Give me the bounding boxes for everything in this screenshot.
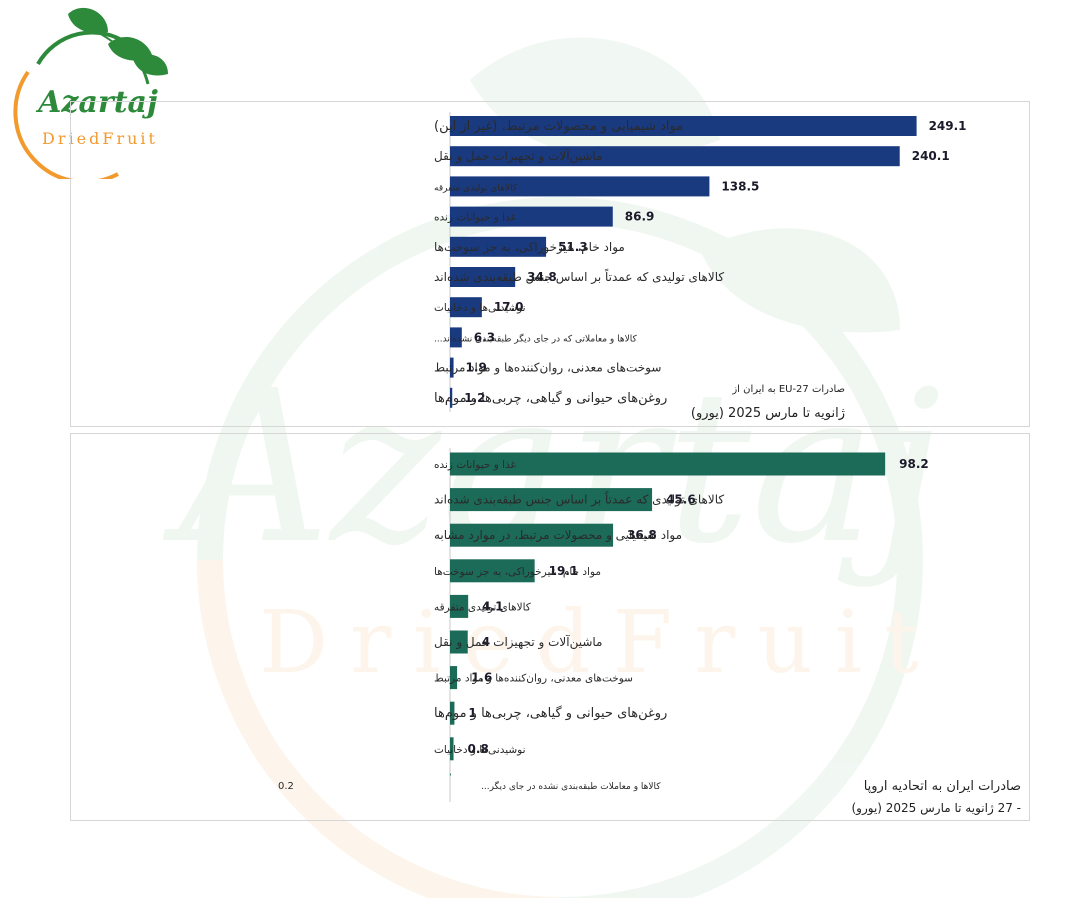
bar (450, 452, 886, 476)
bar-value-label: 98.2 (899, 457, 929, 471)
bar-value-label: 1.2 (464, 391, 485, 405)
bar (450, 206, 613, 227)
category-label: نوشیدنی‌ها و دخانیات (434, 744, 526, 756)
chart-title: صادرات ایران به اتحادیه اروپا (863, 779, 1021, 794)
category-label: ماشین‌آلات و تجهیزات حمل و نقل (434, 148, 602, 164)
bar-value-label: 1.9 (466, 361, 487, 375)
bar (450, 773, 451, 776)
bar (450, 523, 614, 547)
bar-value-label: 0.8 (468, 742, 489, 756)
bar (450, 357, 454, 378)
category-label: کالاهای تولیدی که عمدتاً بر اساس جنس طبق… (434, 268, 724, 285)
category-label: مواد خام، غیرخوراکی، به جز سوخت‌ها (434, 240, 625, 255)
bar (450, 116, 917, 136)
bar-value-label: 51.3 (558, 240, 588, 254)
bar (450, 387, 453, 408)
category-label: سوخت‌های معدنی، روان‌کننده‌ها و مواد مرت… (434, 673, 633, 685)
category-label: مواد شیمیایی و محصولات مرتبط، در موارد م… (434, 528, 682, 543)
bar-value-label: 6.3 (474, 330, 495, 344)
bar (450, 666, 458, 690)
chart-panel-iran-to-eu: 98.2 غذا و حیوانات زنده 45.6 کالاهای تولیدی… (70, 433, 1030, 821)
category-label: غذا و حیوانات زنده (434, 212, 517, 224)
category-label: کالاها و معاملات طبقه‌بندی نشده در جای د… (481, 780, 661, 792)
chart-subtitle: - 27 ژانویه تا مارس 2025 (یورو) (851, 801, 1021, 815)
brand-name: Azartaj (35, 85, 158, 120)
bar-value-label: 4.1 (482, 599, 503, 613)
bar (450, 701, 455, 725)
bar-value-label: 1.6 (471, 671, 492, 685)
bar (450, 146, 900, 167)
bar (450, 559, 535, 583)
bar (450, 737, 454, 761)
bar (450, 594, 469, 618)
bar-value-label: 1 (468, 706, 476, 720)
category-label: کالاهای تولیدی متفرقه (434, 183, 518, 193)
bar-chart-eu-to-iran: 249.1 مواد شیمیایی و محصولات مرتبط، (غیر … (434, 112, 967, 412)
bar (450, 630, 468, 654)
bar-value-label: 34.8 (527, 270, 557, 284)
bar (450, 267, 516, 287)
bar-value-label: 240.1 (912, 149, 950, 163)
category-label: روغن‌های حیوانی و گیاهی، چربی‌ها و موم‌ه… (434, 390, 667, 406)
chart-subtitle: ژانویه تا مارس 2025 (یورو) (690, 406, 845, 421)
category-label: کالاهای تولیدی متفرقه (434, 601, 531, 613)
leaf-icon (68, 7, 108, 34)
category-label: مواد خام، غیرخوراکی، به جز سوخت‌ها (434, 566, 601, 578)
bar (450, 327, 462, 348)
category-label: مواد شیمیایی و محصولات مرتبط، (غیر از ای… (434, 119, 683, 134)
category-label: کالاها و معاملاتی که در جای دیگر طبقه‌بن… (434, 332, 637, 344)
bar-value-label: 86.9 (625, 210, 655, 224)
bar-value-label: 4 (482, 635, 490, 649)
bar-value-label: 0.2 (278, 781, 294, 792)
bar (450, 236, 547, 257)
category-label: نوشیدنی‌ها و دخانیات (434, 302, 526, 314)
category-label: ماشین‌آلات و تجهیزات حمل و نقل (434, 634, 602, 650)
bar (450, 176, 710, 197)
category-label: غذا و حیوانات زنده (434, 459, 517, 471)
bar (450, 488, 653, 512)
category-label: روغن‌های حیوانی و گیاهی، چربی‌ها و موم‌ه… (434, 705, 667, 721)
bar-value-label: 249.1 (929, 119, 967, 133)
category-label: کالاهای تولیدی که عمدتاً بر اساس جنس طبق… (434, 491, 724, 508)
category-label: سوخت‌های معدنی، روان‌کننده‌ها و مواد مرت… (434, 361, 661, 376)
chart-title: صادرات EU-27 به ایران از (732, 384, 845, 395)
bar-value-label: 17.0 (494, 300, 524, 314)
bar (450, 297, 482, 318)
bar-value-label: 138.5 (721, 179, 759, 193)
bar-value-label: 45.6 (666, 493, 696, 507)
bar-value-label: 36.8 (627, 528, 657, 542)
bar-value-label: 19.1 (549, 564, 579, 578)
chart-panel-eu-to-iran: 249.1 مواد شیمیایی و محصولات مرتبط، (غیر … (70, 101, 1030, 427)
